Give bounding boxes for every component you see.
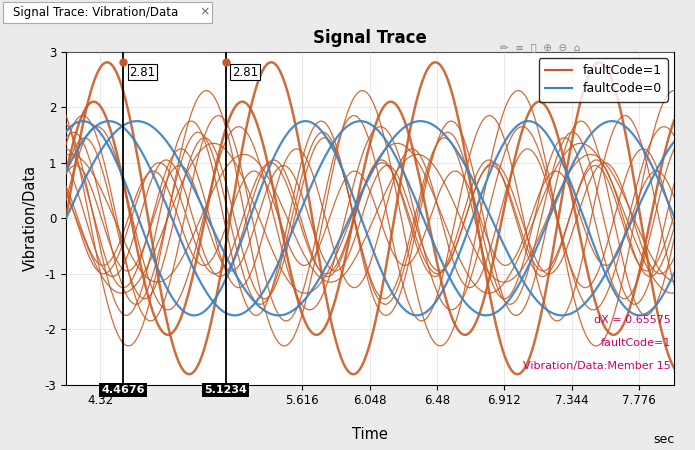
Text: 2.81: 2.81 [129, 66, 156, 79]
X-axis label: Time: Time [352, 427, 388, 442]
Text: 4.4676: 4.4676 [101, 385, 145, 395]
FancyBboxPatch shape [3, 2, 212, 23]
Text: sec: sec [653, 433, 674, 446]
Text: ✏  ≡  ✋  ⊕  ⊖  ⌂: ✏ ≡ ✋ ⊕ ⊖ ⌂ [500, 42, 581, 52]
Text: 2.81: 2.81 [232, 66, 258, 79]
Text: faultCode=1: faultCode=1 [600, 338, 671, 348]
Legend: faultCode=1, faultCode=0: faultCode=1, faultCode=0 [539, 58, 668, 102]
Y-axis label: Vibration/Data: Vibration/Data [22, 165, 38, 271]
Title: Signal Trace: Signal Trace [313, 29, 427, 47]
Text: 5.1234: 5.1234 [204, 385, 247, 395]
Text: Vibration/Data:Member 15: Vibration/Data:Member 15 [523, 361, 671, 371]
Text: ×: × [199, 5, 211, 18]
Text: dX = 0.65575: dX = 0.65575 [594, 315, 671, 325]
Text: Signal Trace: Vibration/Data: Signal Trace: Vibration/Data [13, 6, 178, 19]
